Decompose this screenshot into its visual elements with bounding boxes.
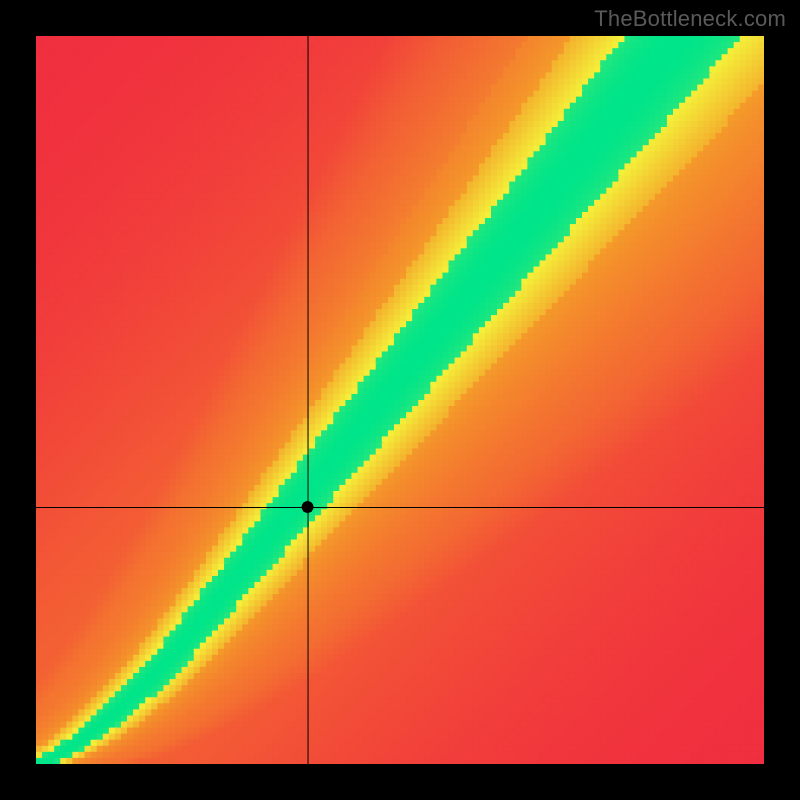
heatmap-plot: [36, 36, 764, 764]
heatmap-canvas: [36, 36, 764, 764]
watermark-text: TheBottleneck.com: [594, 6, 786, 32]
chart-container: TheBottleneck.com: [0, 0, 800, 800]
